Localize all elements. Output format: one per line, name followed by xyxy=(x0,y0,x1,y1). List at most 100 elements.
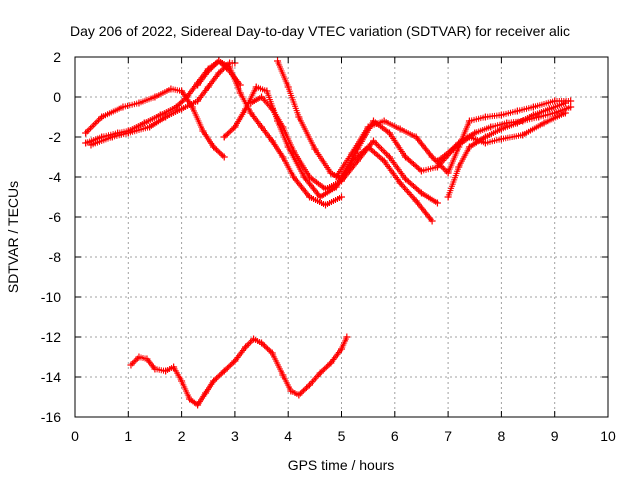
data-point xyxy=(268,349,276,357)
x-tick-label: 9 xyxy=(551,428,559,444)
y-tick-label: -10 xyxy=(41,289,61,305)
data-point xyxy=(412,197,420,205)
data-point xyxy=(82,139,90,147)
data-point xyxy=(412,133,420,141)
data-point xyxy=(263,87,271,95)
x-tick-labels: 0 1 2 3 4 5 6 7 8 9 10 xyxy=(71,428,616,444)
data-point xyxy=(327,169,335,177)
data-point xyxy=(98,113,106,121)
data-point xyxy=(497,135,505,143)
data-point xyxy=(215,57,223,65)
data-point xyxy=(481,113,489,121)
data-point xyxy=(295,113,303,121)
y-tick-label: 0 xyxy=(53,89,61,105)
x-tick-label: 4 xyxy=(284,428,292,444)
data-point xyxy=(194,97,202,105)
data-point xyxy=(167,85,175,93)
data-point xyxy=(204,83,212,91)
data-point xyxy=(385,153,393,161)
data-point xyxy=(290,147,298,155)
data-point xyxy=(540,119,548,127)
data-point xyxy=(226,63,234,71)
data-point xyxy=(202,389,210,397)
y-tick-label: 2 xyxy=(53,49,61,65)
data-point xyxy=(545,105,553,113)
data-point xyxy=(551,109,559,117)
data-point xyxy=(322,185,330,193)
data-point xyxy=(455,139,463,147)
data-point xyxy=(151,93,159,101)
data-point xyxy=(369,137,377,145)
axis-ticks xyxy=(74,56,609,418)
data-point xyxy=(428,153,436,161)
data-point xyxy=(220,367,228,375)
data-point xyxy=(401,175,409,183)
data-point xyxy=(513,107,521,115)
x-tick-label: 5 xyxy=(338,428,346,444)
y-tick-label: -8 xyxy=(49,249,62,265)
data-point xyxy=(210,143,218,151)
data-point xyxy=(220,153,228,161)
y-tick-label: -12 xyxy=(41,329,61,345)
data-point xyxy=(178,105,186,113)
data-point xyxy=(274,57,282,65)
series-sat-d xyxy=(194,57,345,209)
y-tick-label: -4 xyxy=(49,169,62,185)
data-point xyxy=(140,119,148,127)
data-point xyxy=(146,123,154,131)
data-point xyxy=(535,113,543,121)
data-point xyxy=(250,335,258,343)
data-point xyxy=(119,103,127,111)
data-point xyxy=(242,343,250,351)
data-series xyxy=(82,57,575,409)
data-point xyxy=(561,99,569,107)
data-point xyxy=(162,367,170,375)
x-tick-label: 0 xyxy=(71,428,79,444)
data-point xyxy=(338,175,345,183)
data-point xyxy=(236,89,244,97)
data-point xyxy=(348,149,356,157)
data-point xyxy=(247,109,255,117)
data-point xyxy=(444,149,452,157)
data-point xyxy=(529,111,537,119)
data-point xyxy=(380,117,388,125)
series-sat-c xyxy=(87,59,239,149)
data-point xyxy=(87,141,95,149)
data-point xyxy=(364,123,372,131)
data-point xyxy=(268,105,276,113)
x-tick-label: 6 xyxy=(391,428,399,444)
data-point xyxy=(497,111,505,119)
data-point xyxy=(258,93,266,101)
y-tick-label: -2 xyxy=(49,129,62,145)
data-point xyxy=(252,83,260,91)
x-tick-label: 3 xyxy=(231,428,239,444)
data-point xyxy=(135,353,143,361)
data-point xyxy=(551,97,559,105)
data-point xyxy=(231,357,239,365)
data-point xyxy=(124,129,132,137)
chart-title: Day 206 of 2022, Sidereal Day-to-day VTE… xyxy=(70,23,570,39)
data-point xyxy=(338,345,345,353)
data-point xyxy=(268,137,276,145)
data-point xyxy=(385,129,393,137)
data-point xyxy=(481,139,489,147)
data-point xyxy=(444,193,452,201)
y-axis-title: SDTVAR / TECUs xyxy=(5,181,21,293)
data-point xyxy=(567,103,575,111)
data-point xyxy=(433,199,441,207)
data-point xyxy=(487,123,495,131)
series-sat-k xyxy=(127,333,351,409)
x-tick-label: 7 xyxy=(444,428,452,444)
data-point xyxy=(353,157,361,165)
data-point xyxy=(396,125,404,133)
data-point xyxy=(279,153,287,161)
data-point xyxy=(497,125,505,133)
data-point xyxy=(186,395,194,403)
data-point xyxy=(428,217,436,225)
series-sat-f xyxy=(247,93,441,207)
data-point xyxy=(327,359,335,367)
data-point xyxy=(290,173,298,181)
data-point xyxy=(444,169,452,177)
y-tick-label: -14 xyxy=(41,369,61,385)
data-point xyxy=(332,173,340,181)
